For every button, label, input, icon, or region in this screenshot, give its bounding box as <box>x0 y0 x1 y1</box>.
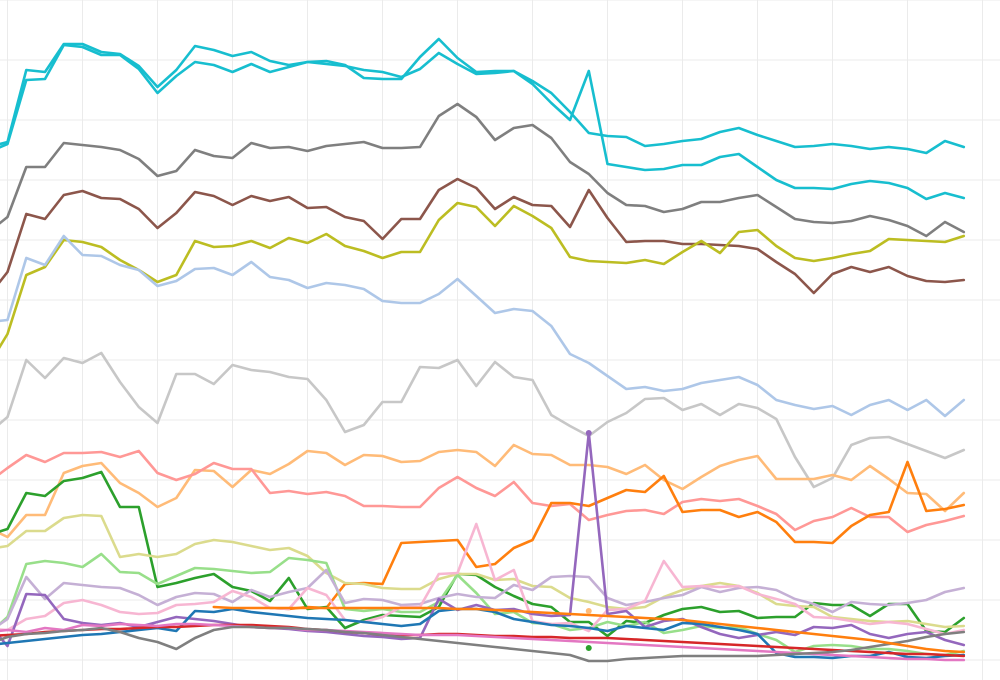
series-line-20 <box>0 625 966 663</box>
series-line-9 <box>0 449 966 534</box>
series-line-10 <box>268 460 966 611</box>
series-line-7 <box>0 351 966 489</box>
chart-series-lines <box>0 37 966 663</box>
series-line-2 <box>0 43 966 155</box>
series-line-15 <box>0 522 966 636</box>
chart-markers <box>585 430 592 651</box>
series-line-21 <box>212 605 966 654</box>
series-line-8 <box>0 443 966 539</box>
series-line-16 <box>0 431 966 648</box>
series-line-13 <box>0 552 966 657</box>
data-point-marker-3 <box>585 645 592 651</box>
data-point-marker-1 <box>585 430 592 436</box>
data-point-marker-2 <box>585 608 592 614</box>
series-line-4 <box>0 177 966 295</box>
series-line-1 <box>0 37 966 201</box>
series-line-14 <box>0 568 966 626</box>
series-line-3 <box>0 102 966 238</box>
series-line-5 <box>0 201 966 349</box>
series-line-6 <box>0 234 966 418</box>
